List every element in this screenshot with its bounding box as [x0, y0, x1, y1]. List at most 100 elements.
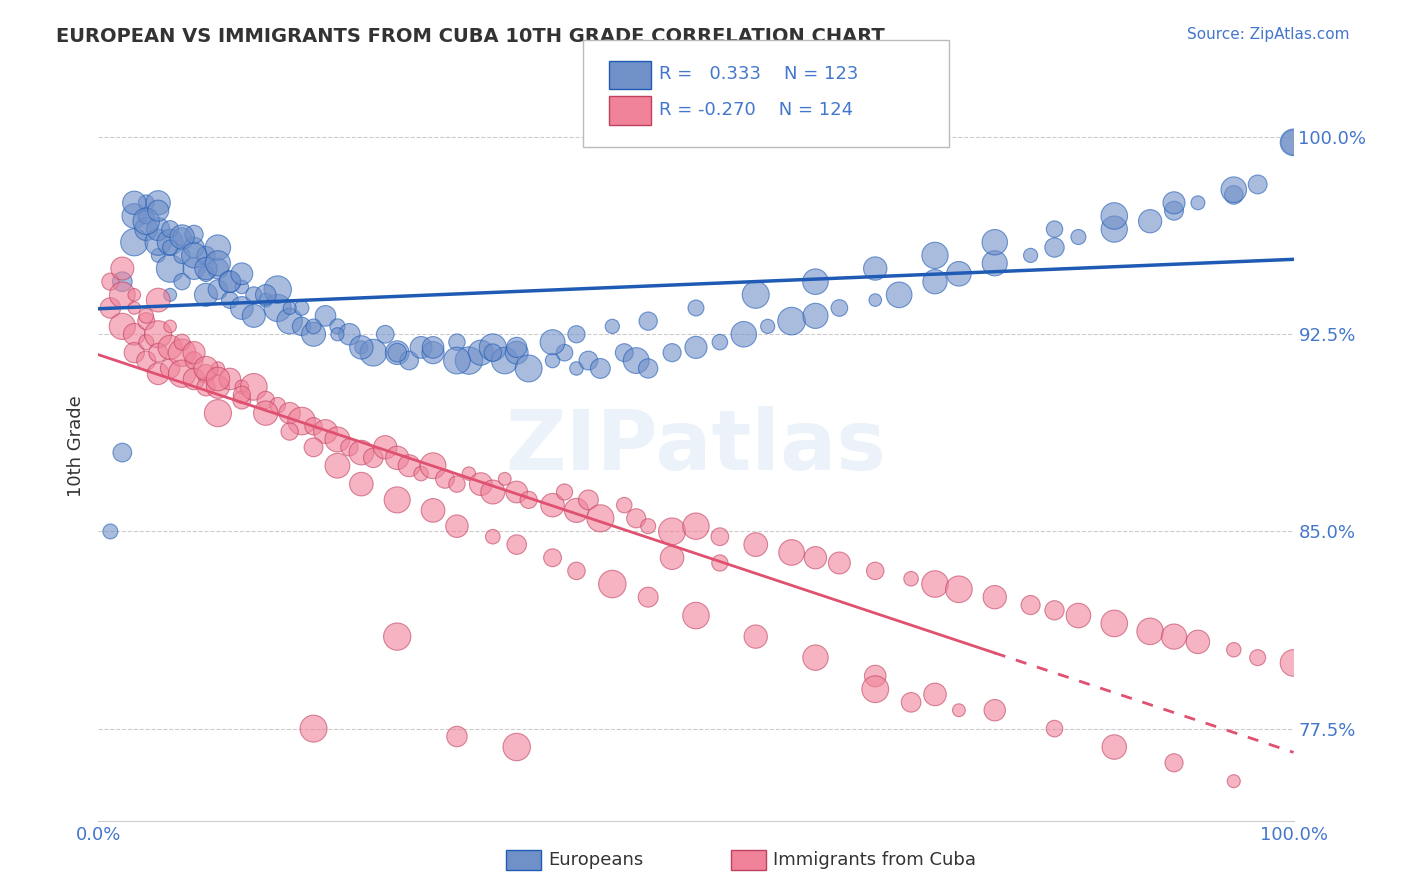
Point [1043, 222, 1066, 236]
Point [1163, 195, 1185, 210]
Point [278, 406, 301, 420]
Point [254, 392, 277, 407]
Point [350, 477, 373, 491]
Point [924, 577, 946, 591]
Point [1187, 195, 1209, 210]
Point [111, 275, 134, 289]
Point [135, 222, 157, 236]
Point [219, 275, 242, 289]
Point [709, 335, 731, 350]
Point [554, 485, 576, 500]
Point [1043, 722, 1066, 736]
Point [135, 209, 157, 223]
Point [207, 256, 229, 270]
Point [183, 240, 205, 254]
Point [302, 327, 325, 342]
Point [374, 327, 396, 342]
Point [613, 345, 636, 359]
Point [363, 450, 385, 465]
Point [626, 511, 648, 525]
Point [195, 367, 218, 381]
Point [148, 235, 170, 250]
Point [254, 406, 277, 420]
Point [135, 353, 157, 368]
Point [183, 353, 205, 368]
Point [385, 630, 409, 644]
Text: Source: ZipAtlas.com: Source: ZipAtlas.com [1187, 27, 1350, 42]
Point [350, 445, 373, 459]
Point [278, 314, 301, 328]
Point [745, 538, 768, 552]
Point [541, 353, 564, 368]
Point [195, 380, 218, 394]
Point [172, 248, 194, 262]
Point [411, 340, 433, 354]
Point [446, 335, 468, 350]
Point [1187, 635, 1209, 649]
Point [243, 288, 266, 302]
Point [302, 440, 325, 454]
Point [148, 203, 170, 218]
Text: Immigrants from Cuba: Immigrants from Cuba [773, 851, 976, 869]
Point [637, 519, 659, 533]
Point [159, 235, 181, 250]
Point [900, 695, 922, 709]
Point [602, 319, 624, 334]
Point [565, 361, 588, 376]
Point [1247, 178, 1270, 192]
Point [446, 519, 468, 533]
Point [481, 340, 505, 354]
Point [339, 327, 361, 342]
Point [326, 319, 349, 334]
Point [385, 345, 409, 359]
Point [1139, 624, 1161, 639]
Point [578, 353, 600, 368]
Point [948, 582, 970, 597]
Point [124, 209, 146, 223]
Point [434, 472, 457, 486]
Point [411, 467, 433, 481]
Point [1139, 214, 1161, 228]
Point [613, 498, 636, 512]
Point [745, 630, 768, 644]
Point [541, 550, 564, 565]
Point [278, 425, 301, 439]
Point [231, 392, 253, 407]
Point [231, 388, 253, 402]
Point [278, 301, 301, 315]
Point [148, 293, 170, 307]
Point [517, 361, 540, 376]
Point [98, 301, 122, 315]
Point [458, 353, 481, 368]
Point [159, 261, 181, 276]
Point [219, 275, 242, 289]
Point [494, 472, 516, 486]
Point [231, 280, 253, 294]
Point [172, 335, 194, 350]
Point [124, 301, 146, 315]
Point [1104, 209, 1126, 223]
Point [148, 327, 170, 342]
Point [637, 361, 659, 376]
Point [1104, 222, 1126, 236]
Point [506, 345, 529, 359]
Point [865, 261, 887, 276]
Point [1223, 642, 1246, 657]
Point [865, 564, 887, 578]
Point [541, 335, 564, 350]
Point [889, 288, 911, 302]
Point [98, 524, 122, 539]
Point [148, 345, 170, 359]
Point [267, 398, 290, 412]
Point [195, 361, 218, 376]
Point [291, 319, 314, 334]
Point [183, 227, 205, 242]
Point [865, 682, 887, 697]
Point [828, 556, 851, 570]
Point [243, 380, 266, 394]
Point [637, 590, 659, 604]
Point [1104, 739, 1126, 754]
Point [589, 361, 612, 376]
Point [111, 445, 134, 459]
Point [626, 353, 648, 368]
